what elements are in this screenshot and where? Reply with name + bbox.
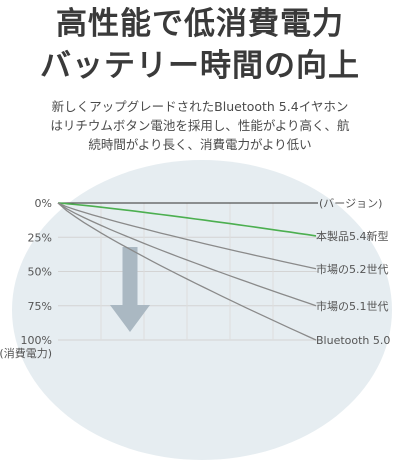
series-label-0: 本製品5.4新型 bbox=[316, 229, 389, 243]
series-line-3 bbox=[57, 202, 317, 341]
description-line-1: 新しくアップグレードされたBluetooth 5.4イヤホン bbox=[51, 99, 349, 114]
description-line-3: 続時間がより長く、消費電力がより低い bbox=[88, 137, 312, 152]
y-tick-label: 75% bbox=[28, 300, 52, 313]
down-arrow-shape bbox=[110, 247, 150, 332]
down-arrow-icon bbox=[110, 247, 150, 332]
series-line-0 bbox=[57, 202, 317, 237]
tick-layer: 0% 25% 50% 75% 100% bbox=[21, 197, 52, 347]
series-line-1 bbox=[57, 202, 317, 270]
headline-line-2: バッテリー時間の向上 bbox=[40, 48, 360, 84]
series-line-2 bbox=[57, 202, 317, 307]
grid-layer bbox=[58, 202, 318, 341]
headline-line-1: 高性能で低消費電力 bbox=[56, 6, 344, 42]
series-label-1: 市場の5.2世代 bbox=[316, 262, 389, 276]
y-tick-label: 0% bbox=[35, 197, 52, 210]
top-label: (バージョン) bbox=[319, 197, 382, 210]
y-tick-label: 100% bbox=[21, 334, 52, 347]
series-label-3: Bluetooth 5.0 bbox=[316, 334, 390, 347]
series-label-2: 市場の5.1世代 bbox=[316, 299, 389, 313]
y-tick-label: 50% bbox=[28, 266, 52, 279]
description-line-2: はリチウムボタン電池を採用し、性能がより高く、航 bbox=[50, 118, 350, 133]
y-tick-label: 25% bbox=[28, 231, 52, 244]
y-axis-note: (消費電力) bbox=[0, 346, 52, 360]
